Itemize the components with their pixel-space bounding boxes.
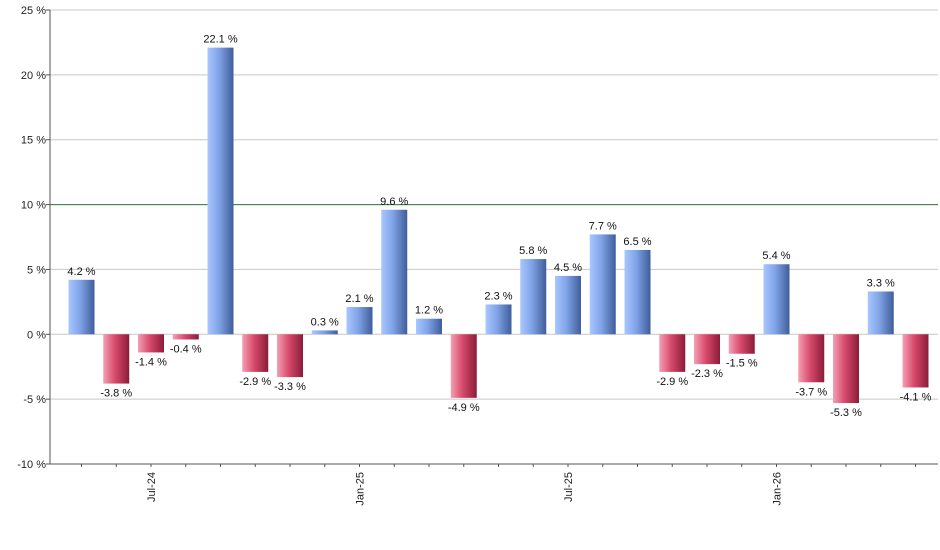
data-label: 2.3 % — [484, 290, 512, 302]
data-label: -2.3 % — [691, 368, 723, 380]
data-label: 9.6 % — [380, 196, 408, 208]
axes: -10 % -5 % 0 % 5 % 10 % 15 % 20 % 25 % Jul-24 Jan… — [17, 5, 938, 506]
y-tick-label: 10 % — [21, 200, 46, 212]
bar — [589, 234, 616, 335]
bar — [833, 334, 859, 404]
y-tick-label: 25 % — [21, 5, 46, 17]
data-label: -5.3 % — [830, 407, 862, 419]
bar — [659, 334, 686, 372]
bars — [68, 47, 929, 404]
bar — [902, 334, 929, 388]
data-label: -2.9 % — [656, 376, 688, 388]
bar — [172, 334, 199, 340]
y-tick-label: 0 % — [27, 329, 46, 341]
data-label: 7.7 % — [589, 220, 617, 232]
data-label: -2.9 % — [239, 376, 271, 388]
data-label: -0.4 % — [170, 343, 202, 355]
bar — [763, 264, 790, 335]
x-tick-label: Jan-26 — [772, 472, 784, 506]
data-label: -4.9 % — [448, 402, 480, 414]
data-label: -1.5 % — [726, 358, 758, 370]
data-labels: 4.2 %-3.8 %-1.4 %-0.4 %22.1 %-2.9 % -3.3 … — [67, 34, 931, 419]
x-tick-label: Jul-25 — [563, 472, 575, 502]
data-label: -1.4 % — [135, 356, 167, 368]
bar — [624, 249, 651, 335]
y-tick-label: -10 % — [17, 459, 46, 471]
data-label: 4.2 % — [67, 266, 95, 278]
y-tick-label: 20 % — [21, 70, 46, 82]
data-label: 5.4 % — [762, 250, 790, 262]
y-tick-label: 5 % — [27, 264, 46, 276]
bar — [728, 334, 755, 354]
data-label: 2.1 % — [345, 293, 373, 305]
data-label: -3.8 % — [100, 388, 132, 400]
bar — [138, 334, 164, 353]
bar — [103, 334, 130, 384]
bar — [867, 291, 894, 335]
bar — [694, 334, 720, 365]
y-tick-label: 15 % — [21, 135, 46, 147]
data-label: -3.7 % — [795, 386, 827, 398]
bar — [416, 318, 442, 335]
bar — [798, 334, 825, 383]
bar — [311, 330, 338, 335]
data-label: 1.2 % — [415, 305, 443, 317]
bar — [450, 334, 477, 398]
bar — [68, 279, 95, 335]
data-label: 4.5 % — [554, 262, 582, 274]
data-label: 3.3 % — [867, 277, 895, 289]
bar — [207, 47, 234, 335]
x-tick-label: Jan-25 — [355, 472, 367, 506]
bar — [277, 334, 303, 378]
bar — [555, 275, 581, 335]
data-label: 22.1 % — [203, 34, 237, 46]
data-label: 0.3 % — [311, 316, 339, 328]
bar — [346, 307, 373, 335]
y-tick-label: -5 % — [23, 394, 46, 406]
bar — [520, 259, 547, 335]
x-tick-label: Jul-24 — [146, 472, 158, 502]
data-label: 6.5 % — [623, 236, 651, 248]
bar — [485, 304, 512, 335]
bar — [381, 209, 408, 335]
bar — [242, 334, 269, 372]
data-label: -4.1 % — [900, 391, 932, 403]
data-label: 5.8 % — [519, 245, 547, 257]
data-label: -3.3 % — [274, 381, 306, 393]
